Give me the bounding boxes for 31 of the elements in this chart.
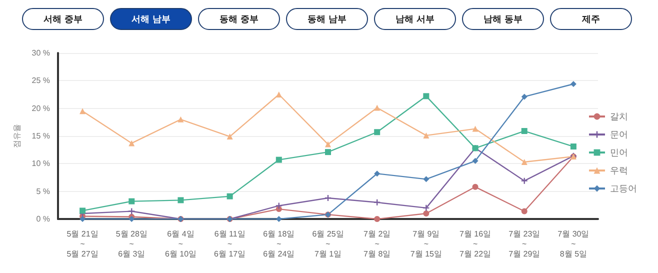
text: 동해 중부 — [198, 8, 280, 30]
x-tick-label: 7월 23일 ~ 7월 29일 — [508, 230, 540, 258]
text: 남해 서부 — [374, 8, 456, 30]
y-axis-title: 점유율 — [12, 124, 22, 148]
text: 서해 중부 — [22, 8, 104, 30]
y-tick-label: 30 % — [32, 48, 50, 58]
x-tick-label: 5월 21일 ~ 5월 27일 — [66, 230, 98, 258]
x-tick-label: 6월 25일 ~ 7월 1일 — [312, 230, 344, 258]
legend-label: 갈치 — [610, 112, 628, 122]
x-tick-label: 7월 30일 ~ 8월 5일 — [558, 230, 590, 258]
x-tick-label: 6월 4일 ~ 6월 10일 — [164, 230, 197, 258]
y-tick-label: 10 % — [32, 159, 50, 168]
y-tick-label: 0 % — [36, 214, 50, 224]
legend-label: 민어 — [610, 148, 628, 158]
y-tick-label: 15 % — [32, 132, 50, 140]
x-tick-label: 6월 18일 ~ 6월 24일 — [263, 230, 295, 258]
text: 서해 남부 — [110, 8, 192, 30]
x-tick-label: 5월 28일 ~ 6월 3일 — [116, 230, 148, 258]
text: 남해 동부 — [462, 8, 544, 30]
legend-label: 고등어 — [610, 184, 637, 194]
y-tick-label: 5 % — [36, 186, 50, 196]
x-tick-label: 7월 9일 ~ 7월 15일 — [410, 230, 442, 258]
text: 동해 남부 — [286, 8, 368, 30]
legend-label: 우럭 — [610, 166, 628, 176]
x-tick-label: 6월 11일 ~ 6월 17일 — [214, 230, 246, 258]
x-tick-label: 7월 2일 ~ 7월 8일 — [364, 230, 391, 258]
x-tick-label: 7월 16일 ~ 7월 22일 — [459, 230, 492, 258]
text: 제주 — [550, 8, 632, 30]
legend-label: 문어 — [610, 130, 628, 140]
y-tick-label: 20 % — [32, 104, 50, 113]
y-tick-label: 25 % — [32, 76, 50, 86]
